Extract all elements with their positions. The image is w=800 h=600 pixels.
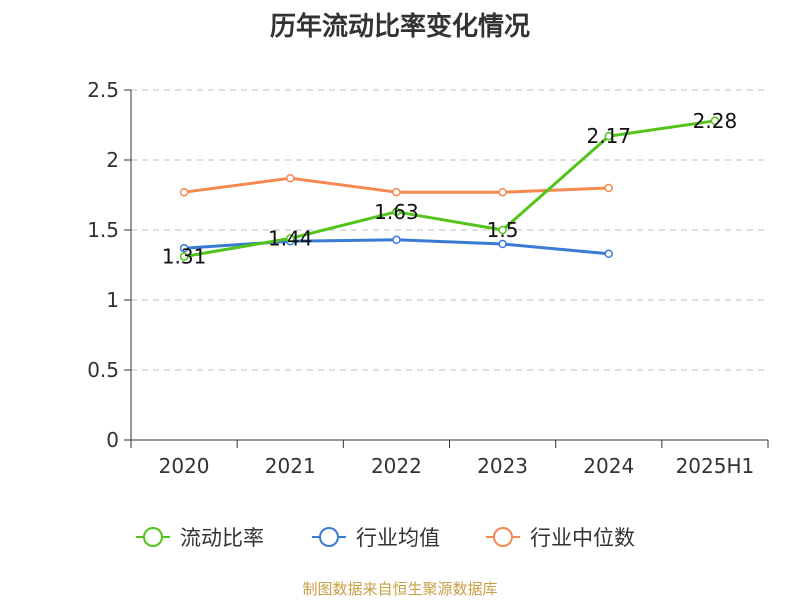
data-labels: 1.31 1.44 1.63 1.5 2.17 2.28 (162, 109, 737, 269)
data-point (604, 183, 613, 193)
legend-label: 行业中位数 (530, 526, 635, 550)
data-point (179, 243, 189, 253)
y-tick-label: 0.5 (87, 358, 119, 382)
legend-item[interactable]: 流动比率 (136, 526, 264, 550)
legend[interactable]: 流动比率 行业均值 行业中位数 (136, 526, 635, 550)
x-tick-label: 2020 (159, 454, 210, 478)
data-point (392, 235, 401, 245)
data-label: 1.63 (374, 200, 419, 224)
data-point (392, 207, 401, 217)
data-point (498, 239, 507, 249)
data-label: 2.17 (586, 124, 631, 148)
y-tick-label: 0 (106, 428, 119, 452)
legend-item[interactable]: 行业均值 (312, 526, 440, 550)
y-tick-label: 1.5 (87, 218, 119, 242)
y-tick-label: 2.5 (87, 78, 119, 102)
data-label: 1.5 (487, 218, 519, 242)
x-tick-label: 2025H1 (676, 454, 755, 478)
legend-swatch-marker (143, 527, 163, 547)
data-point (498, 187, 507, 197)
x-tick-label: 2022 (371, 454, 422, 478)
data-point (286, 173, 295, 183)
x-tick-label: 2024 (583, 454, 634, 478)
legend-swatch-marker (493, 527, 513, 547)
y-tick-label: 2 (106, 148, 119, 172)
chart-title: 历年流动比率变化情况 (269, 12, 530, 42)
data-point (604, 249, 613, 259)
legend-label: 行业均值 (356, 526, 440, 550)
series-line (183, 119, 716, 259)
data-point (179, 252, 189, 261)
legend-swatch-marker (319, 527, 339, 547)
data-point (498, 225, 507, 235)
data-point (179, 187, 189, 197)
y-tick-label: 1 (106, 288, 119, 312)
legend-item[interactable]: 行业中位数 (486, 526, 635, 550)
data-point (392, 187, 401, 197)
data-label: 1.44 (268, 226, 313, 250)
data-point (286, 234, 295, 243)
gridlines (131, 89, 768, 371)
data-point (604, 131, 613, 141)
x-tick-label: 2021 (265, 454, 316, 478)
series-lines (179, 116, 720, 261)
x-tick-label: 2023 (477, 454, 528, 478)
data-label: 1.31 (162, 245, 207, 269)
data-label: 2.28 (693, 109, 738, 133)
legend-label: 流动比率 (180, 526, 264, 550)
axes: 0 0.5 1 1.5 2 2.5 2020 2021 2022 2023 2024 2025H1 (87, 78, 769, 478)
source-note: 制图数据来自恒生聚源数据库 (302, 580, 498, 598)
data-point (710, 116, 720, 126)
